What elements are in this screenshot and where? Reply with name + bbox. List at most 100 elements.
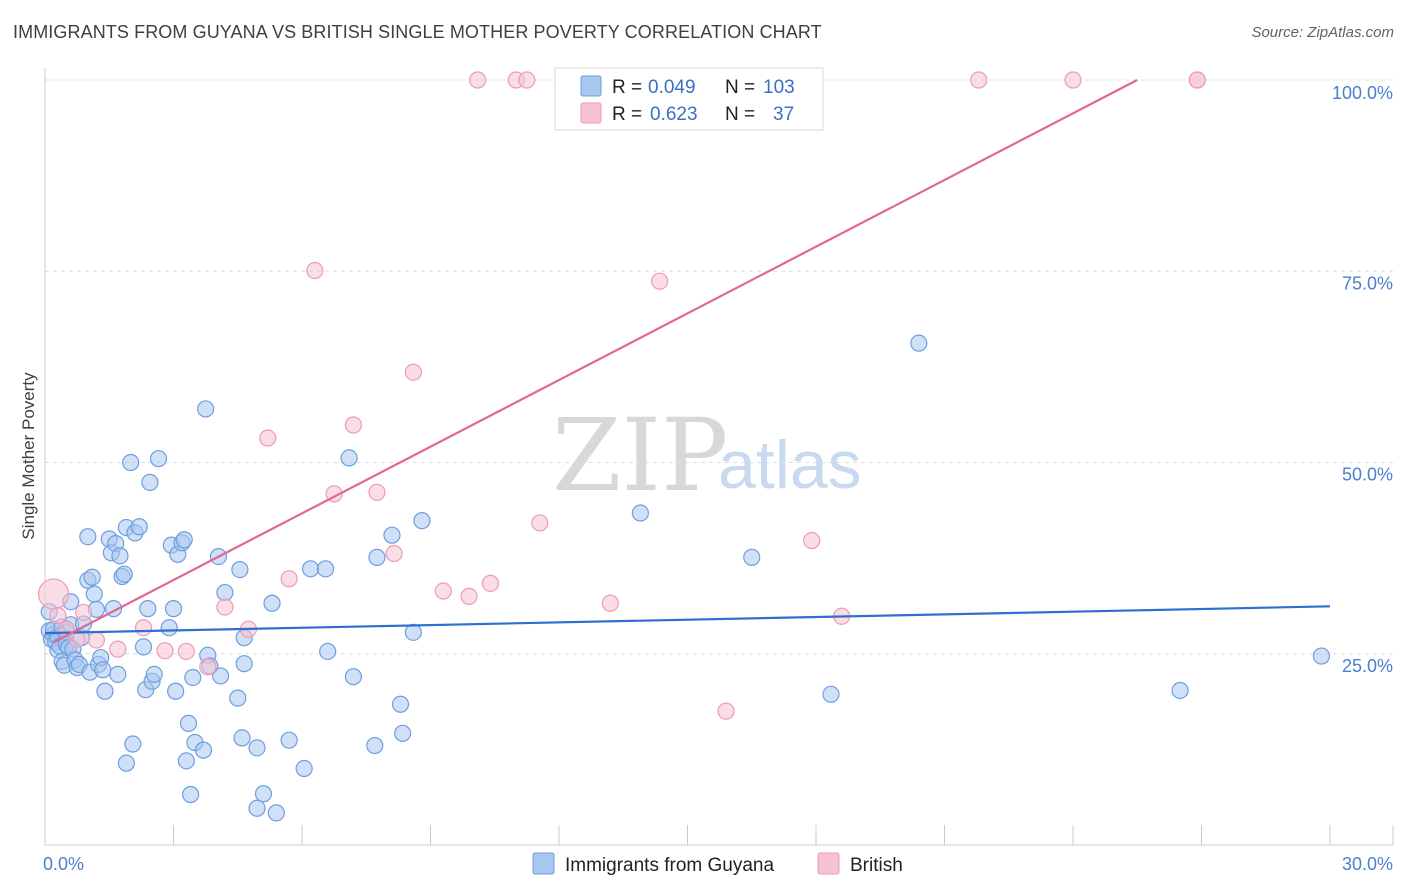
- point-british-15: [306, 261, 324, 280]
- point-guyana-56: [164, 600, 183, 618]
- y-tick-label-3: 100.0%: [1332, 83, 1393, 103]
- point-guyana-46: [130, 518, 148, 536]
- point-guyana-78: [248, 739, 266, 757]
- point-guyana-42: [117, 754, 135, 772]
- point-british-24: [481, 574, 500, 592]
- point-guyana-102: [1312, 647, 1331, 665]
- point-guyana-64: [184, 668, 202, 687]
- point-guyana-81: [263, 594, 281, 612]
- point-british-8: [156, 642, 174, 660]
- point-guyana-26: [83, 568, 101, 586]
- point-british-34: [1064, 71, 1082, 89]
- point-guyana-87: [319, 642, 337, 661]
- point-british-20: [404, 363, 422, 381]
- point-guyana-75: [233, 729, 251, 747]
- point-british-11: [216, 598, 234, 616]
- point-guyana-99: [822, 685, 840, 703]
- point-british-17: [344, 416, 362, 434]
- point-british-1: [49, 606, 67, 625]
- source-label: Source: ZipAtlas.com: [1251, 24, 1394, 41]
- point-guyana-96: [413, 512, 431, 530]
- point-guyana-82: [267, 804, 285, 822]
- point-guyana-80: [254, 785, 273, 803]
- point-british-0: [37, 578, 70, 610]
- point-british-22: [460, 587, 478, 605]
- point-guyana-40: [115, 565, 133, 583]
- point-guyana-84: [295, 759, 313, 778]
- point-guyana-57: [167, 682, 185, 700]
- stats-legend: R = 0.049 N = 103 R = 0.623 N = 37: [554, 67, 824, 131]
- y-axis-label: Single Mother Poverty: [19, 372, 38, 540]
- watermark-zip: ZIP: [552, 397, 728, 514]
- trend-lines: [44, 79, 1331, 644]
- point-guyana-88: [340, 449, 358, 467]
- point-guyana-53: [149, 450, 168, 468]
- point-british-36: [1188, 71, 1206, 89]
- point-guyana-86: [316, 560, 335, 578]
- point-guyana-54: [160, 619, 178, 637]
- point-guyana-74: [231, 560, 249, 579]
- point-british-28: [601, 594, 620, 612]
- bottom-legend-swatch-guyana: [532, 852, 555, 875]
- bottom-legend-label-british: British: [850, 855, 903, 876]
- point-british-18: [368, 483, 386, 501]
- point-guyana-63: [182, 785, 200, 804]
- point-guyana-32: [96, 682, 114, 700]
- point-guyana-43: [122, 453, 140, 472]
- bottom-legend-label-guyana: Immigrants from Guyana: [565, 855, 774, 876]
- legend-r-label-guyana: R =: [612, 77, 642, 98]
- point-guyana-83: [280, 731, 298, 749]
- point-british-26: [518, 71, 536, 89]
- point-guyana-37: [109, 665, 127, 684]
- point-british-31: [803, 531, 821, 550]
- x-tick-labels: 0.0% 30.0%: [43, 854, 1393, 874]
- point-guyana-101: [1171, 681, 1189, 700]
- point-british-30: [717, 702, 735, 720]
- legend-r-label-british: R =: [612, 104, 642, 125]
- legend-swatch-guyana: [580, 75, 602, 97]
- point-guyana-71: [212, 667, 230, 685]
- point-guyana-52: [145, 665, 163, 684]
- point-guyana-61: [177, 752, 195, 770]
- point-guyana-97: [631, 504, 649, 522]
- point-guyana-90: [366, 736, 384, 755]
- point-british-9: [177, 642, 195, 661]
- point-british-6: [109, 640, 127, 658]
- x-tick-label-1: 30.0%: [1342, 854, 1393, 874]
- chart-title: IMMIGRANTS FROM GUYANA VS BRITISH SINGLE…: [13, 22, 822, 42]
- axes: [44, 68, 1394, 846]
- point-british-29: [651, 272, 669, 290]
- point-british-19: [385, 544, 403, 563]
- point-guyana-72: [216, 583, 234, 602]
- point-guyana-91: [368, 548, 386, 566]
- bottom-legend-swatch-british: [817, 852, 840, 875]
- legend-n-value-guyana: 103: [763, 77, 795, 98]
- point-british-23: [469, 71, 487, 89]
- point-guyana-50: [141, 473, 159, 491]
- trend-line-guyana: [44, 605, 1331, 635]
- legend-n-value-british: 37: [773, 104, 794, 125]
- y-tick-label-2: 75.0%: [1342, 273, 1393, 293]
- point-british-21: [434, 582, 452, 600]
- point-guyana-27: [85, 585, 103, 603]
- point-guyana-73: [229, 689, 247, 707]
- y-tick-labels: 25.0% 50.0% 75.0% 100.0%: [1332, 83, 1393, 676]
- legend-n-label-guyana: N =: [725, 77, 755, 98]
- legend-n-label-british: N =: [725, 104, 755, 125]
- y-tick-label-0: 25.0%: [1342, 656, 1393, 676]
- legend-swatch-british: [580, 102, 602, 124]
- x-tick-label-0: 0.0%: [43, 854, 84, 874]
- point-guyana-93: [391, 695, 410, 713]
- point-british-33: [970, 71, 988, 89]
- point-guyana-44: [124, 735, 142, 753]
- point-guyana-94: [394, 724, 412, 742]
- point-guyana-77: [235, 655, 253, 673]
- point-british-4: [74, 603, 93, 622]
- point-guyana-47: [134, 638, 153, 656]
- series-legend: Immigrants from Guyana British: [532, 852, 903, 876]
- point-guyana-60: [175, 531, 193, 549]
- point-guyana-66: [194, 741, 213, 759]
- point-guyana-79: [248, 799, 266, 817]
- point-british-27: [531, 514, 549, 532]
